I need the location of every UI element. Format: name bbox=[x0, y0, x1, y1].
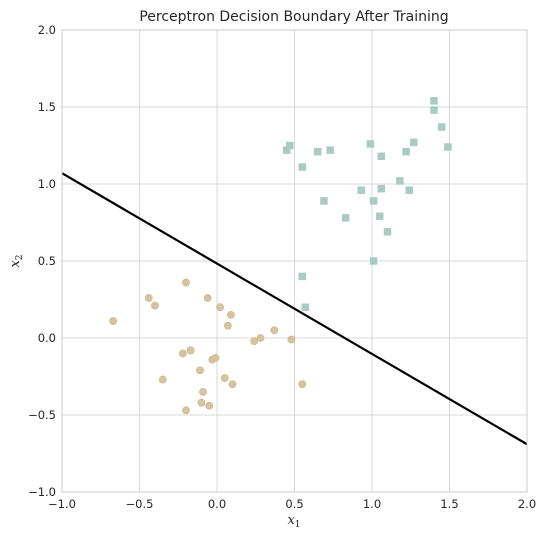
data-point-square bbox=[341, 214, 350, 222]
x-tick-label: 0.5 bbox=[285, 497, 303, 511]
data-point-square bbox=[357, 186, 365, 194]
data-point-square bbox=[369, 257, 378, 265]
y-axis-label: x2 bbox=[8, 254, 25, 267]
data-point-circle bbox=[227, 310, 235, 319]
data-point-circle bbox=[186, 346, 195, 355]
data-point-circle bbox=[287, 335, 296, 344]
y-axis-label-sub: 2 bbox=[15, 254, 25, 260]
x-tick-label: 1.5 bbox=[440, 497, 458, 511]
data-point-square bbox=[377, 152, 386, 161]
data-point-circle bbox=[178, 349, 187, 358]
data-point-square bbox=[301, 303, 310, 311]
data-point-circle bbox=[199, 387, 207, 396]
data-point-square bbox=[402, 147, 410, 156]
data-point-circle bbox=[109, 317, 118, 325]
chart-title: Perceptron Decision Boundary After Train… bbox=[139, 9, 448, 25]
data-point-square bbox=[369, 197, 378, 205]
data-point-square bbox=[377, 184, 386, 193]
data-point-circle bbox=[196, 366, 204, 375]
data-point-square bbox=[405, 186, 413, 194]
y-tick-labels: −1.0 −0.5 0.0 0.5 1.0 1.5 2.0 bbox=[28, 23, 56, 499]
data-point-circle bbox=[144, 294, 153, 302]
y-tick-label: 0.0 bbox=[38, 331, 56, 345]
x-tick-label: 2.0 bbox=[518, 497, 536, 511]
data-point-circle bbox=[228, 380, 237, 389]
data-point-circle bbox=[182, 406, 190, 415]
data-point-circle bbox=[211, 354, 220, 362]
data-point-square bbox=[383, 227, 392, 236]
data-point-square bbox=[283, 146, 291, 154]
decision-boundary-group bbox=[61, 172, 528, 446]
x-tick-label: 1.0 bbox=[363, 497, 381, 511]
data-point-square bbox=[430, 106, 438, 114]
y-tick-label: 1.0 bbox=[38, 177, 56, 191]
data-point-circle bbox=[250, 337, 259, 345]
data-point-square bbox=[366, 140, 375, 148]
data-point-square bbox=[326, 146, 334, 154]
data-point-square bbox=[430, 97, 438, 105]
data-point-square bbox=[410, 138, 418, 147]
data-point-circle bbox=[151, 301, 159, 310]
data-point-circle bbox=[203, 294, 212, 302]
x-tick-label: 0.0 bbox=[208, 497, 226, 511]
data-point-square bbox=[396, 177, 404, 185]
data-point-circle bbox=[158, 375, 167, 384]
x-axis-label-sub: 1 bbox=[295, 520, 301, 530]
y-tick-label: −0.5 bbox=[28, 408, 56, 422]
data-point-square bbox=[298, 272, 306, 281]
plot-frame bbox=[61, 29, 528, 493]
x-tick-labels: −1.0 −0.5 0.0 0.5 1.0 1.5 2.0 bbox=[48, 497, 536, 511]
x-axis-label: x1 bbox=[287, 513, 300, 530]
data-point-circle bbox=[220, 374, 229, 382]
data-point-circle bbox=[205, 401, 214, 410]
decision-boundary-line bbox=[61, 172, 528, 446]
data-point-circle bbox=[216, 303, 224, 312]
data-point-square bbox=[314, 147, 322, 156]
y-tick-label: 2.0 bbox=[38, 23, 56, 37]
data-point-square bbox=[444, 143, 452, 151]
data-point-circle bbox=[197, 398, 206, 407]
data-point-square bbox=[298, 163, 306, 171]
data-point-circle bbox=[298, 380, 307, 389]
y-tick-label: 0.5 bbox=[38, 254, 56, 268]
data-point-circle bbox=[256, 334, 265, 342]
data-point-circle bbox=[223, 321, 232, 330]
y-tick-label: −1.0 bbox=[28, 485, 56, 499]
x-tick-label: −1.0 bbox=[48, 497, 76, 511]
x-axis-label-base: x bbox=[287, 513, 295, 528]
x-tick-label: −0.5 bbox=[126, 497, 154, 511]
y-tick-label: 1.5 bbox=[38, 100, 56, 114]
y-axis-label-base: x bbox=[8, 260, 23, 268]
data-point-square bbox=[320, 197, 328, 205]
data-point-square bbox=[376, 212, 384, 221]
data-point-circle bbox=[270, 326, 279, 335]
data-point-square bbox=[438, 123, 446, 131]
data-point-circle bbox=[182, 278, 190, 287]
data-points bbox=[109, 97, 452, 415]
